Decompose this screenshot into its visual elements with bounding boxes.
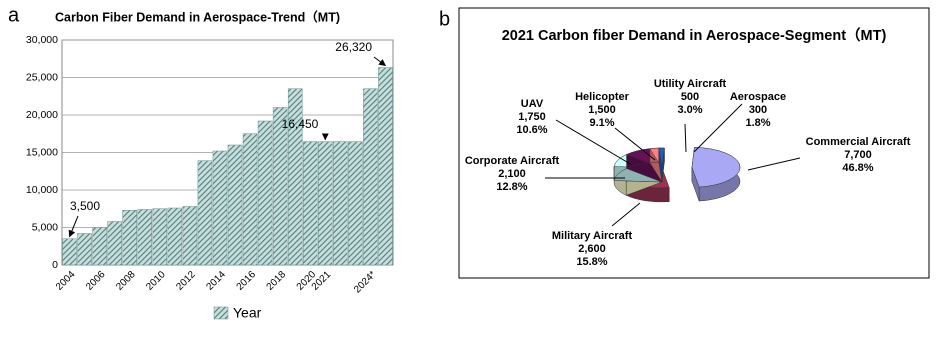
bar (257, 120, 273, 266)
x-tick-label: 2024* (352, 269, 378, 295)
annotation-arrow (373, 56, 387, 67)
bar (272, 107, 288, 266)
leader-line (614, 127, 656, 161)
x-tick-label: 2016 (235, 269, 259, 293)
slice-name: Utility Aircraft (654, 78, 727, 90)
slice-value: 300 (749, 104, 767, 116)
legend-swatch (213, 306, 229, 320)
y-tick-label: 15,000 (26, 146, 58, 158)
leader-line (684, 123, 687, 153)
bar (62, 238, 77, 266)
bar (212, 150, 228, 266)
y-tick-label: 20,000 (26, 109, 58, 121)
bar (348, 141, 363, 266)
leader-line (693, 103, 743, 153)
y-tick-label: 0 (52, 259, 58, 271)
slice-name: Commercial Aircraft (806, 136, 911, 148)
bar (122, 210, 137, 266)
annotation: 16,450 (282, 117, 319, 131)
slice-value: 1,500 (588, 104, 616, 116)
x-tick-label: 2008 (114, 269, 138, 293)
slice-name: Aerospace (730, 91, 786, 103)
bar (287, 88, 303, 266)
slice-percent: 9.1% (589, 117, 614, 129)
slice-top (658, 147, 665, 169)
pie-slice (658, 147, 665, 183)
slice-value: 7,700 (844, 149, 872, 161)
chart-title: Carbon Fiber Demand in Aerospace-Trend（M… (55, 9, 340, 24)
annotation: 26,320 (335, 40, 372, 54)
y-tick-label: 25,000 (26, 71, 58, 83)
bar (318, 141, 333, 266)
bar (227, 144, 243, 266)
slice-percent: 3.0% (677, 104, 702, 116)
slice-top (691, 147, 741, 188)
bar (182, 206, 198, 266)
slice-name: Military Aircraft (552, 230, 633, 242)
x-tick-label: 2012 (174, 269, 198, 293)
bar (333, 141, 348, 266)
panel-frame (458, 7, 930, 279)
bar (302, 141, 318, 266)
bar (197, 160, 213, 266)
x-tick-label: 2006 (84, 269, 108, 293)
x-tick-label: 2004 (54, 269, 78, 293)
bar (77, 233, 92, 266)
y-tick-label: 30,000 (26, 34, 58, 46)
bar (378, 67, 393, 266)
bar (167, 207, 183, 266)
slice-value: 1,750 (518, 111, 546, 123)
slice-percent: 15.8% (576, 256, 607, 268)
slice-percent: 1.8% (745, 117, 770, 129)
slice-value: 500 (681, 91, 699, 103)
bar (152, 208, 168, 266)
leader-line (611, 202, 641, 227)
x-tick-label: 2010 (144, 269, 168, 293)
slice-percent: 10.6% (516, 124, 547, 136)
slice-name: Corporate Aircraft (465, 155, 560, 167)
x-tick-label: 2014 (204, 269, 228, 293)
slice-name: Helicopter (575, 91, 630, 103)
bar (137, 209, 153, 266)
slice-percent: 46.8% (842, 162, 873, 174)
slice-name: UAV (521, 98, 544, 110)
bar (363, 88, 378, 266)
slice-percent: 12.8% (496, 181, 527, 193)
y-tick-label: 5,000 (32, 221, 58, 233)
panel-letter: a (8, 4, 20, 26)
legend-label: Year (233, 305, 262, 321)
bar (107, 221, 122, 266)
bar (242, 133, 258, 266)
leader-line (747, 157, 801, 171)
slice-value: 2,100 (498, 168, 526, 180)
annotation-arrow (68, 215, 79, 238)
panel-letter: b (439, 8, 450, 30)
annotation: 3,500 (70, 199, 100, 213)
leader-line (555, 119, 633, 166)
bar (92, 227, 107, 266)
chart-title: 2021 Carbon fiber Demand in Aerospace-Se… (502, 26, 887, 44)
slice-value: 2,600 (578, 243, 606, 255)
y-tick-label: 10,000 (26, 184, 58, 196)
pie-slice (691, 147, 741, 202)
x-tick-label: 2018 (265, 269, 289, 293)
